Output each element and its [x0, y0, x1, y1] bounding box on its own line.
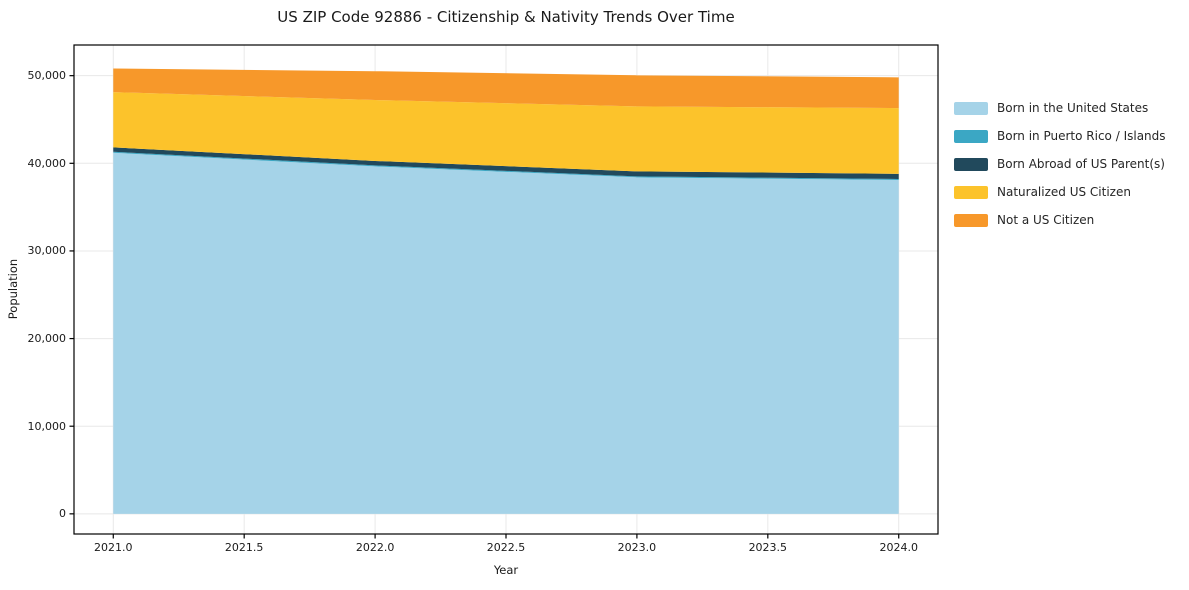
x-axis-label: Year [493, 563, 519, 577]
area-series [113, 68, 899, 109]
legend-swatch [954, 157, 988, 171]
x-tick-label: 2022.5 [486, 541, 526, 554]
x-tick-label: 2021.0 [94, 541, 133, 554]
legend-item: Born in Puerto Rico / Islands [954, 129, 1166, 143]
y-tick-label: 20,000 [27, 332, 67, 346]
x-tick-label: 2023.0 [617, 541, 657, 554]
legend-item: Not a US Citizen [954, 213, 1166, 227]
legend-swatch [954, 213, 988, 227]
legend-item: Naturalized US Citizen [954, 185, 1166, 199]
y-tick-label: 40,000 [27, 156, 67, 170]
legend: Born in the United States Born in Puerto … [954, 101, 1166, 227]
y-tick-label: 50,000 [27, 69, 67, 83]
y-tick-label: 10,000 [27, 419, 67, 433]
y-axis-label: Population [6, 258, 20, 320]
legend-swatch [954, 129, 988, 143]
area-series [113, 147, 899, 179]
area-series [113, 92, 899, 174]
x-tick-label: 2023.5 [748, 541, 788, 554]
legend-label: Not a US Citizen [997, 213, 1095, 227]
chart-title: US ZIP Code 92886 - Citizenship & Nativi… [277, 8, 735, 26]
legend-item: Born in the United States [954, 101, 1166, 115]
legend-swatch [954, 185, 988, 199]
y-tick-label: 30,000 [27, 244, 67, 258]
x-tick-label: 2022.0 [355, 541, 395, 554]
legend-label: Born in Puerto Rico / Islands [997, 129, 1166, 143]
legend-label: Born in the United States [997, 101, 1149, 115]
x-tick-label: 2021.5 [224, 541, 264, 554]
legend-item: Born Abroad of US Parent(s) [954, 157, 1166, 171]
legend-swatch [954, 101, 988, 115]
y-tick-label: 0 [59, 507, 66, 521]
legend-label: Born Abroad of US Parent(s) [997, 157, 1165, 171]
area-series [113, 152, 899, 514]
x-tick-label: 2024.0 [879, 541, 918, 554]
legend-label: Naturalized US Citizen [997, 185, 1131, 199]
